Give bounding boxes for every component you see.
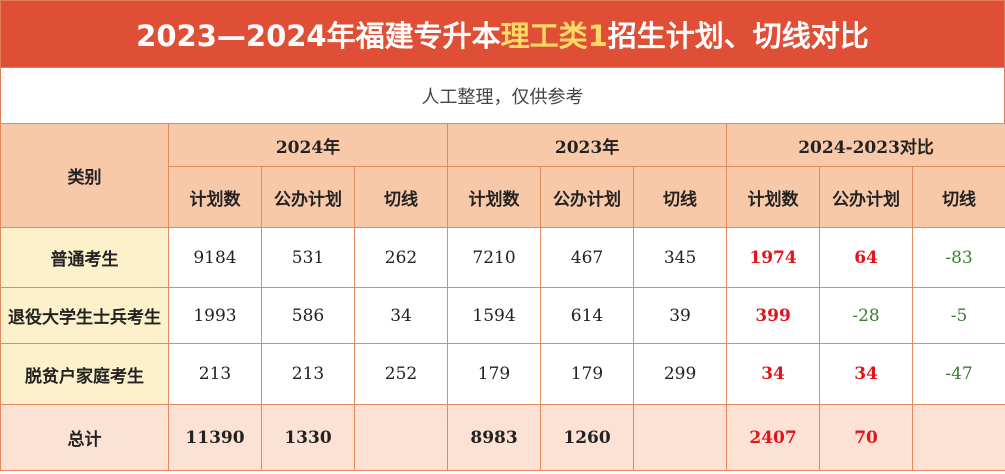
- cell-diff-cutoff: -47: [912, 343, 1005, 405]
- col-header-cutoff: 切线: [633, 166, 728, 228]
- cell-diff-plan: 34: [726, 343, 821, 405]
- header-row-columns: 计划数 公办计划 切线 计划数 公办计划 切线 计划数 公办计划 切线: [1, 166, 1005, 228]
- cell-diff-cutoff: -5: [912, 287, 1005, 344]
- col-header-public-plan: 公办计划: [819, 166, 914, 228]
- col-header-cutoff: 切线: [912, 166, 1005, 228]
- cell-2024-plan: 1993: [168, 287, 262, 344]
- group-header-diff: 2024-2023对比: [726, 123, 1005, 167]
- cell-2023-public-plan: 179: [540, 343, 635, 405]
- total-2023-cutoff: [633, 404, 728, 471]
- comparison-table: 类别 2024年 2023年 2024-2023对比 计划数 公办计划 切线 计…: [0, 123, 1005, 471]
- col-header-cutoff: 切线: [353, 166, 449, 228]
- cell-2024-public-plan: 213: [261, 343, 355, 405]
- col-header-plan: 计划数: [168, 166, 262, 228]
- group-header-2023: 2023年: [447, 123, 728, 167]
- cell-2024-cutoff: 34: [353, 287, 449, 344]
- subtitle: 人工整理，仅供参考: [0, 68, 1005, 123]
- table-row: 普通考生 9184 531 262 7210 467 345 1974 64 -…: [0, 227, 1005, 288]
- page-title: 2023—2024年福建专升本 理工类1 招生计划、切线对比: [0, 0, 1005, 68]
- cell-2024-public-plan: 586: [261, 287, 355, 344]
- cell-diff-cutoff: -83: [912, 227, 1005, 288]
- col-header-public-plan: 公办计划: [540, 166, 635, 228]
- title-prefix: 2023—2024年福建专升本: [136, 19, 501, 53]
- total-row: 总计 11390 1330 8983 1260 2407 70: [0, 404, 1005, 471]
- row-category: 普通考生: [0, 227, 169, 288]
- header-row-groups: 类别 2024年 2023年 2024-2023对比: [0, 123, 1005, 228]
- cell-2023-public-plan: 614: [540, 287, 635, 344]
- cell-2023-cutoff: 345: [633, 227, 728, 288]
- total-label: 总计: [0, 404, 169, 471]
- total-2024-plan: 11390: [168, 404, 262, 471]
- total-2023-public-plan: 1260: [540, 404, 635, 471]
- total-diff-plan: 2407: [726, 404, 821, 471]
- cell-2024-public-plan: 531: [261, 227, 355, 288]
- group-header-2024: 2024年: [167, 123, 449, 167]
- cell-2023-cutoff: 39: [633, 287, 728, 344]
- title-suffix: 招生计划、切线对比: [607, 19, 869, 53]
- total-diff-public-plan: 70: [819, 404, 914, 471]
- col-header-plan: 计划数: [447, 166, 542, 228]
- cell-2024-plan: 213: [168, 343, 262, 405]
- cell-2024-cutoff: 262: [353, 227, 449, 288]
- title-highlight: 理工类1: [500, 19, 608, 53]
- total-diff-cutoff: [912, 404, 1005, 471]
- total-2024-public-plan: 1330: [261, 404, 355, 471]
- cell-2023-plan: 179: [447, 343, 542, 405]
- cell-diff-public-plan: -28: [819, 287, 914, 344]
- total-2023-plan: 8983: [447, 404, 542, 471]
- total-2024-cutoff: [353, 404, 449, 471]
- cell-2023-cutoff: 299: [633, 343, 728, 405]
- col-header-public-plan: 公办计划: [261, 166, 355, 228]
- cell-2023-public-plan: 467: [540, 227, 635, 288]
- category-header: 类别: [0, 123, 169, 228]
- cell-2023-plan: 1594: [447, 287, 542, 344]
- row-category: 脱贫户家庭考生: [0, 343, 169, 405]
- col-header-plan: 计划数: [726, 166, 821, 228]
- cell-diff-plan: 1974: [726, 227, 821, 288]
- cell-2023-plan: 7210: [447, 227, 542, 288]
- cell-diff-public-plan: 34: [819, 343, 914, 405]
- row-category: 退役大学生士兵考生: [0, 287, 169, 344]
- cell-2024-cutoff: 252: [353, 343, 449, 405]
- cell-diff-plan: 399: [726, 287, 821, 344]
- table-row: 脱贫户家庭考生 213 213 252 179 179 299 34 34 -4…: [0, 343, 1005, 405]
- table-row: 退役大学生士兵考生 1993 586 34 1594 614 39 399 -2…: [0, 287, 1005, 344]
- cell-2024-plan: 9184: [168, 227, 262, 288]
- cell-diff-public-plan: 64: [819, 227, 914, 288]
